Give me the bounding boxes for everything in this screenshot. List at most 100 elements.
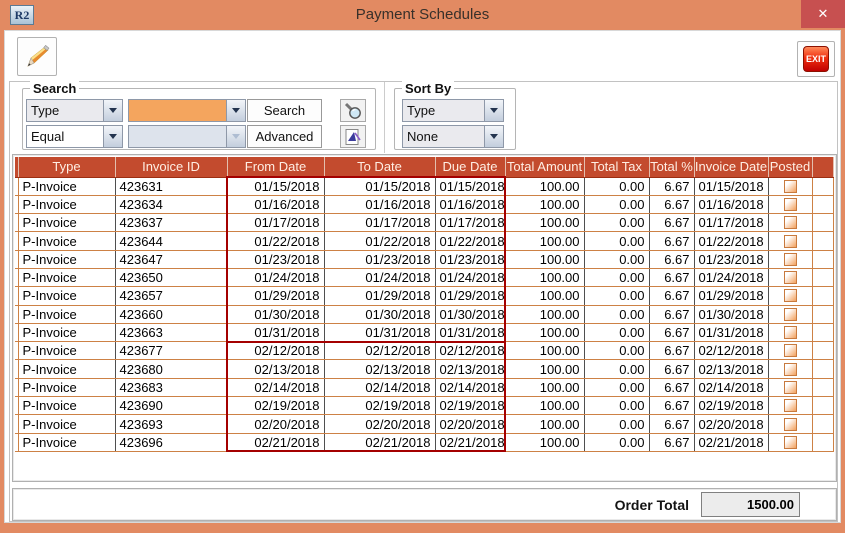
chevron-down-icon[interactable]	[103, 126, 122, 147]
cell-to-date: 02/19/2018	[324, 396, 436, 416]
posted-checkbox[interactable]	[783, 216, 797, 230]
table-row[interactable]: P-Invoice 423647 01/23/2018 01/23/2018 01/23…	[15, 250, 834, 269]
cell-posted	[768, 286, 813, 306]
posted-checkbox[interactable]	[783, 344, 797, 358]
cell-filler-right	[812, 359, 834, 379]
posted-checkbox[interactable]	[783, 380, 797, 394]
cell-filler-right	[812, 268, 834, 288]
cell-type: P-Invoice	[18, 323, 116, 343]
close-button[interactable]: ✕	[801, 0, 845, 28]
search-value-combo[interactable]	[128, 99, 246, 122]
table-row[interactable]: P-Invoice 423663 01/31/2018 01/31/2018 01/31…	[15, 323, 834, 343]
table-row[interactable]: P-Invoice 423660 01/30/2018 01/30/2018 01/30…	[15, 305, 834, 324]
posted-checkbox[interactable]	[783, 435, 797, 449]
sort-secondary-combo[interactable]: None	[402, 125, 504, 148]
cell-to-date: 01/30/2018	[324, 305, 436, 324]
cell-total-tax: 0.00	[584, 396, 650, 416]
search-secondary-combo	[128, 125, 246, 148]
cell-total-amount: 100.00	[505, 268, 585, 288]
table-row[interactable]: P-Invoice 423696 02/21/2018 02/21/2018 02/21…	[15, 433, 834, 452]
chevron-down-icon	[226, 126, 245, 147]
cell-filler	[15, 433, 19, 452]
column-header: From Date	[227, 157, 325, 178]
cell-invoice-date: 01/16/2018	[694, 195, 769, 215]
cell-total-pct: 6.67	[649, 286, 695, 306]
cell-from-date: 01/16/2018	[227, 195, 325, 215]
posted-checkbox[interactable]	[783, 399, 797, 413]
cell-invoice-id: 423680	[115, 359, 228, 379]
quick-search-button[interactable]	[340, 99, 366, 122]
table-row[interactable]: P-Invoice 423683 02/14/2018 02/14/2018 02/14…	[15, 378, 834, 398]
posted-checkbox[interactable]	[783, 307, 797, 321]
cell-to-date: 01/17/2018	[324, 213, 436, 233]
chevron-down-icon[interactable]	[484, 126, 503, 147]
cell-type: P-Invoice	[18, 268, 116, 288]
cell-filler-right	[812, 250, 834, 269]
posted-checkbox[interactable]	[783, 289, 797, 303]
posted-checkbox[interactable]	[783, 271, 797, 285]
table-row[interactable]: P-Invoice 423634 01/16/2018 01/16/2018 01/16…	[15, 195, 834, 215]
posted-checkbox[interactable]	[783, 326, 797, 340]
cell-from-date: 01/23/2018	[227, 250, 325, 269]
cell-total-amount: 100.00	[505, 323, 585, 343]
cell-to-date: 01/29/2018	[324, 286, 436, 306]
cell-total-pct: 6.67	[649, 323, 695, 343]
cell-filler-right	[812, 177, 834, 196]
cell-from-date: 02/19/2018	[227, 396, 325, 416]
chevron-down-icon[interactable]	[103, 100, 122, 121]
table-row[interactable]: P-Invoice 423650 01/24/2018 01/24/2018 01/24…	[15, 268, 834, 288]
cell-due-date: 01/24/2018	[435, 268, 506, 288]
search-field-combo[interactable]: Type	[26, 99, 123, 122]
cell-total-tax: 0.00	[584, 231, 650, 251]
cell-posted	[768, 414, 813, 434]
chevron-down-icon[interactable]	[484, 100, 503, 121]
posted-checkbox[interactable]	[783, 417, 797, 431]
app-logo-icon: R2	[10, 5, 34, 25]
titlebar[interactable]: R2 Payment Schedules ✕	[0, 0, 845, 30]
cell-filler-right	[812, 323, 834, 343]
cell-total-pct: 6.67	[649, 433, 695, 452]
cell-invoice-date: 02/19/2018	[694, 396, 769, 416]
table-row[interactable]: P-Invoice 423690 02/19/2018 02/19/2018 02/19…	[15, 396, 834, 416]
cell-to-date: 01/15/2018	[324, 177, 436, 196]
posted-checkbox[interactable]	[783, 252, 797, 266]
advanced-button[interactable]: Advanced	[247, 125, 322, 148]
cell-filler-right	[812, 341, 834, 361]
advanced-search-button[interactable]	[340, 125, 366, 148]
cell-total-tax: 0.00	[584, 195, 650, 215]
cell-type: P-Invoice	[18, 378, 116, 398]
edit-button[interactable]	[17, 37, 57, 76]
cell-total-amount: 100.00	[505, 341, 585, 361]
table-row[interactable]: P-Invoice 423680 02/13/2018 02/13/2018 02/13…	[15, 359, 834, 379]
search-button[interactable]: Search	[247, 99, 322, 122]
cell-total-amount: 100.00	[505, 250, 585, 269]
cell-invoice-date: 01/29/2018	[694, 286, 769, 306]
payment-schedule-table: Type Invoice ID From Date To Date Due Date To…	[15, 157, 834, 452]
column-header: Total Tax	[584, 157, 650, 178]
chevron-down-icon[interactable]	[226, 100, 245, 121]
cell-filler	[15, 286, 19, 306]
table-row[interactable]: P-Invoice 423677 02/12/2018 02/12/2018 02/12…	[15, 341, 834, 361]
table-row[interactable]: P-Invoice 423644 01/22/2018 01/22/2018 01/22…	[15, 231, 834, 251]
posted-checkbox[interactable]	[783, 234, 797, 248]
sort-primary-combo[interactable]: Type	[402, 99, 504, 122]
posted-checkbox[interactable]	[783, 197, 797, 211]
cell-invoice-date: 02/20/2018	[694, 414, 769, 434]
cell-invoice-date: 01/22/2018	[694, 231, 769, 251]
table-row[interactable]: P-Invoice 423637 01/17/2018 01/17/2018 01/17…	[15, 213, 834, 233]
table-row[interactable]: P-Invoice 423657 01/29/2018 01/29/2018 01/29…	[15, 286, 834, 306]
table-row[interactable]: P-Invoice 423631 01/15/2018 01/15/2018 01/15…	[15, 177, 834, 196]
cell-to-date: 02/13/2018	[324, 359, 436, 379]
footer-panel: Order Total 1500.00	[12, 488, 837, 521]
posted-checkbox[interactable]	[783, 362, 797, 376]
cell-total-tax: 0.00	[584, 305, 650, 324]
sort-primary-value: Type	[407, 103, 436, 118]
table-header-row: Type Invoice ID From Date To Date Due Date To…	[15, 157, 834, 178]
posted-checkbox[interactable]	[783, 179, 797, 193]
cell-total-amount: 100.00	[505, 305, 585, 324]
search-operator-combo[interactable]: Equal	[26, 125, 123, 148]
cell-posted	[768, 341, 813, 361]
exit-button[interactable]: EXIT	[797, 41, 835, 77]
sort-secondary-value: None	[407, 129, 439, 144]
table-row[interactable]: P-Invoice 423693 02/20/2018 02/20/2018 02/20…	[15, 414, 834, 434]
